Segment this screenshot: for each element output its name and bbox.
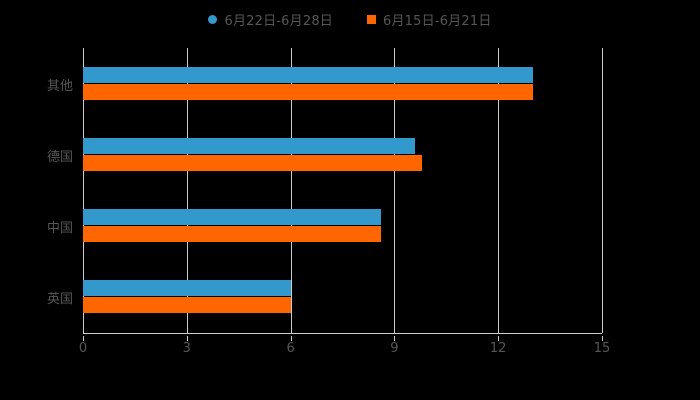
circle-marker-icon: [208, 14, 218, 24]
y-axis-label-3: 英国: [46, 292, 73, 308]
plot-area: [83, 48, 603, 333]
y-axis-label-1: 德国: [46, 149, 73, 165]
gridline-x-3: [394, 48, 396, 333]
x-tick-label-0: 0: [78, 341, 88, 356]
x-tick-label-5: 15: [593, 341, 611, 356]
bar-0-series-1[interactable]: [83, 83, 533, 100]
x-axis-labels: 0 3 6 9 12 15: [0, 336, 700, 360]
legend-label-series-0: 6月22日-6月28日: [224, 13, 333, 29]
gridline-x-5: [602, 48, 603, 333]
x-tick-label-2: 6: [286, 341, 295, 356]
x-tick-label-3: 9: [390, 341, 399, 356]
bar-1-series-1[interactable]: [83, 154, 423, 171]
legend-label-series-1: 6月15日-6月21日: [383, 13, 492, 29]
gridline-x-2: [290, 48, 292, 333]
bar-2-series-1[interactable]: [83, 226, 381, 243]
square-marker-icon: [367, 14, 376, 24]
x-tick-mark-5: [602, 336, 603, 341]
x-tick-label-4: 12: [489, 341, 507, 356]
x-axis-line: [83, 333, 602, 334]
legend-item-series-0[interactable]: 6月22日-6月28日: [208, 10, 333, 29]
x-tick-label-1: 3: [182, 341, 191, 356]
bar-3-series-0[interactable]: [83, 280, 291, 297]
bar-1-series-0[interactable]: [83, 137, 416, 154]
gridline-x-1: [186, 48, 188, 333]
chart-legend: 6月22日-6月28日 6月15日-6月21日: [0, 8, 700, 30]
x-tick-mark-1: [186, 336, 188, 341]
bar-3-series-1[interactable]: [83, 297, 291, 314]
y-axis-labels: 其他 德国 中国 英国: [0, 48, 73, 333]
y-axis-label-2: 中国: [46, 221, 73, 237]
gridline-x-0: [83, 48, 84, 333]
x-tick-mark-2: [290, 336, 292, 341]
bar-2-series-0[interactable]: [83, 209, 381, 226]
gridline-x-4: [498, 48, 500, 333]
x-tick-mark-3: [394, 336, 396, 341]
legend-item-series-1[interactable]: 6月15日-6月21日: [367, 10, 492, 29]
x-tick-mark-0: [83, 336, 84, 341]
y-axis-label-0: 其他: [46, 78, 73, 94]
bar-0-series-0[interactable]: [83, 66, 533, 83]
x-tick-mark-4: [498, 336, 500, 341]
